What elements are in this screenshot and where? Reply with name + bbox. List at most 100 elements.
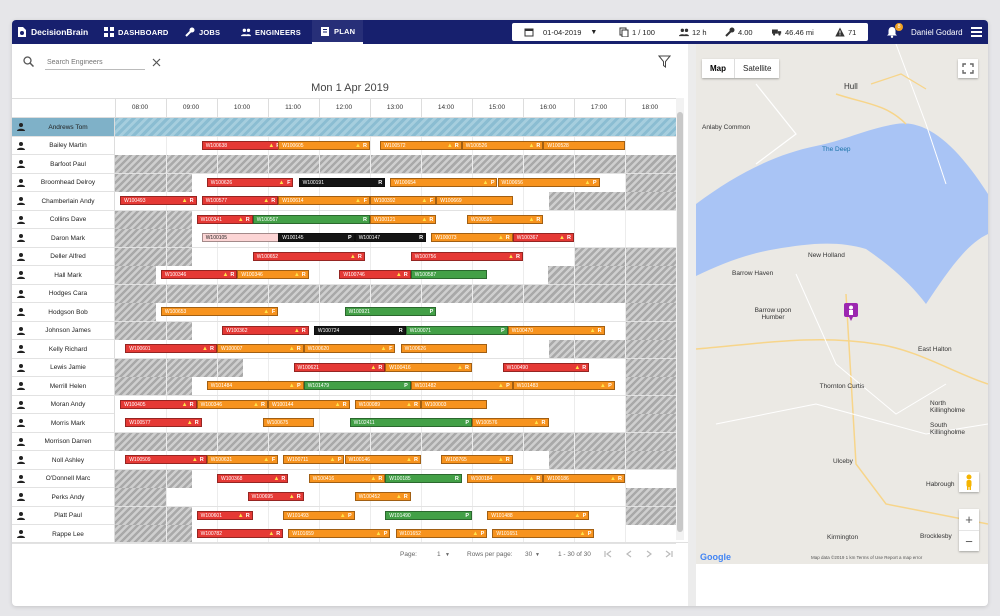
job-bar[interactable]: W100490 ▲ R — [502, 362, 590, 372]
job-bar[interactable]: W100638▲R — [201, 140, 284, 150]
job-bar[interactable]: W101479 P — [303, 381, 411, 390]
engineer-row[interactable]: Perks Andy W100695 ▲ R W100452 ▲ R — [12, 488, 676, 507]
job-bar[interactable]: W101651 ▲ P — [492, 529, 595, 538]
job-bar[interactable]: W100921 P — [344, 307, 437, 316]
engineer-timeline[interactable]: W100493 ▲ R W100577 ▲ R W100614 ▲ F W100392 ▲ F W100… — [115, 192, 676, 210]
job-bar[interactable]: W101493 ▲ P — [283, 510, 355, 520]
engineer-timeline[interactable]: W100621 ▲ R W100416 ▲ R W100490 ▲ R — [115, 358, 676, 377]
map-panel[interactable]: Hull The Deep Anlaby Common New Holland … — [696, 44, 988, 564]
job-bar[interactable]: W100003 — [421, 399, 488, 409]
engineer-row[interactable]: Kelly Richard W100601 ▲ R W100007 ▲ R W100620 ▲ F… — [12, 340, 676, 359]
job-bar[interactable]: W100587 — [410, 270, 488, 279]
filter-icon[interactable] — [658, 55, 671, 68]
close-icon[interactable] — [152, 58, 161, 67]
job-bar[interactable]: W100572 ▲ R — [380, 140, 462, 150]
page-select[interactable]: 1 — [437, 551, 441, 558]
search-input[interactable] — [45, 56, 145, 70]
engineer-row[interactable]: Andrews Tom — [12, 118, 676, 137]
job-bar[interactable]: W101652 ▲ P — [395, 529, 488, 538]
engineer-timeline[interactable]: W100346 ▲ R W100346 ▲ R W100746 ▲ R W100587 — [115, 266, 676, 284]
job-bar[interactable]: W100145 P — [278, 233, 355, 242]
engineer-timeline[interactable]: W100653 ▲ F W100921 P — [115, 303, 676, 321]
engineer-timeline[interactable]: W100652 ▲ R W100756 ▲ R — [115, 247, 676, 266]
engineer-row[interactable]: Hall Mark W100346 ▲ R W100346 ▲ R W100746 ▲ R W100… — [12, 266, 676, 285]
job-bar[interactable]: W100577 ▲ R — [125, 418, 202, 427]
job-bar[interactable]: W100756 ▲ R — [410, 251, 523, 261]
job-bar[interactable]: W100368 ▲ R — [217, 473, 289, 483]
engineer-name[interactable]: Platt Paul — [12, 506, 115, 525]
engineer-row[interactable]: Moran Andy W100405 ▲ R W100346 ▲ R W100144 ▲ R W10… — [12, 395, 676, 414]
job-bar[interactable]: W100695 ▲ R — [247, 492, 304, 501]
user-menu[interactable]: Daniel Godard — [911, 20, 963, 44]
engineer-timeline[interactable] — [115, 155, 676, 173]
engineer-name[interactable]: Morrison Darren — [12, 432, 115, 451]
rows-per-page-select[interactable]: 30 — [525, 551, 533, 558]
engineer-name[interactable]: Barfoot Paul — [12, 155, 115, 173]
job-bar[interactable]: W100605 ▲ R — [278, 140, 370, 150]
job-bar[interactable]: W100626 ▲ F — [206, 177, 294, 187]
engineer-name[interactable]: O'Donnell Marc — [12, 469, 115, 488]
engineer-timeline[interactable]: W100782 ▲ R W101659 ▲ P W101652 ▲ P W101651 ▲ P — [115, 525, 676, 543]
engineer-name[interactable]: Broomhead Delroy — [12, 173, 115, 192]
engineer-timeline[interactable]: W100626 ▲ F W100191 R W100654 ▲ P W100656 ▲ P — [115, 173, 676, 192]
street-view-pegman[interactable] — [959, 472, 979, 492]
job-bar[interactable]: W100765 ▲ R — [441, 455, 513, 464]
scrollbar-thumb[interactable] — [677, 112, 683, 532]
job-bar[interactable]: W100089 ▲ R — [354, 399, 421, 409]
job-bar[interactable]: W100073 ▲ R — [431, 233, 513, 242]
job-bar[interactable]: W100186 ▲ R — [543, 473, 625, 483]
engineer-row[interactable]: Hodges Cara — [12, 284, 676, 303]
job-bar[interactable]: W100528 — [543, 140, 625, 150]
job-bar[interactable]: W100746 ▲ R — [339, 270, 411, 279]
zoom-out-button[interactable]: − — [959, 530, 979, 551]
job-bar[interactable]: W100121 ▲ R — [370, 214, 437, 224]
engineer-row[interactable]: Noll Ashley W100509 ▲ R W100631 ▲ F W100711 ▲ P W1… — [12, 451, 676, 470]
engineer-timeline[interactable]: W100638▲RW100605▲RW100572▲RW100526▲RW100… — [115, 136, 676, 155]
engineer-timeline[interactable]: W100601 ▲ R W101493 ▲ P W101490 P W101488 ▲ P — [115, 506, 676, 525]
engineer-timeline[interactable]: W100405 ▲ R W100346 ▲ R W100144 ▲ R W100089 ▲ R W100… — [115, 395, 676, 414]
job-bar[interactable]: W100146 ▲ R — [344, 455, 421, 464]
nav-plan[interactable]: PLAN — [312, 20, 364, 44]
job-bar[interactable]: W100626 — [400, 344, 488, 353]
job-bar[interactable]: W100362 ▲ R — [222, 325, 309, 335]
engineer-timeline[interactable]: W101484 ▲ P W101479 P W101482 ▲ P W101483 ▲ P — [115, 377, 676, 395]
engineer-row[interactable]: Morrison Darren — [12, 432, 676, 451]
first-page-icon[interactable] — [603, 549, 613, 559]
engineer-name[interactable]: Chamberlain Andy — [12, 192, 115, 210]
job-bar[interactable]: W100346 ▲ R — [237, 270, 309, 279]
engineer-timeline[interactable]: W100695 ▲ R W100452 ▲ R — [115, 488, 676, 506]
job-bar[interactable]: W100007 ▲ R — [217, 344, 304, 353]
job-bar[interactable]: W100144 ▲ R — [268, 399, 350, 409]
job-bar[interactable]: W100711 ▲ P — [283, 455, 345, 464]
engineer-row[interactable]: Collins Dave W100341 ▲ R W100567 R W100121 ▲ R W1… — [12, 210, 676, 229]
engineer-row[interactable]: Lewis Jamie W100621 ▲ R W100416 ▲ R W100490 ▲ R — [12, 358, 676, 377]
engineer-row[interactable]: O'Donnell Marc W100368 ▲ R W100416 ▲ R W100185 R… — [12, 469, 676, 488]
zoom-in-button[interactable]: + — [965, 512, 973, 527]
job-bar[interactable]: W100567 R — [252, 214, 370, 224]
job-bar[interactable]: W101482 ▲ P — [410, 381, 513, 390]
engineer-name[interactable]: Deller Alfred — [12, 247, 115, 266]
engineer-pin-icon[interactable] — [844, 303, 858, 321]
engineer-name[interactable]: Merrill Helen — [12, 377, 115, 395]
job-bar[interactable]: W100782 ▲ R — [196, 529, 284, 538]
job-bar[interactable]: W100601 ▲ R — [196, 510, 253, 520]
engineer-row[interactable]: Bailey MartinW100638▲RW100605▲RW100572▲R… — [12, 136, 676, 155]
job-bar[interactable]: W100652 ▲ R — [252, 251, 365, 261]
engineer-timeline[interactable]: W100362 ▲ R W100724 R W100071 P W100470 ▲ R — [115, 321, 676, 340]
job-bar[interactable]: W100185 R — [385, 473, 462, 483]
job-bar[interactable]: W100452 ▲ R — [354, 492, 411, 501]
job-bar[interactable]: W100470 ▲ R — [507, 325, 605, 335]
engineer-name[interactable]: Johnson James — [12, 321, 115, 340]
engineer-name[interactable]: Morris Mark — [12, 414, 115, 432]
engineer-name[interactable]: Hodges Cara — [12, 284, 115, 303]
fullscreen-button[interactable] — [958, 59, 978, 78]
engineer-name[interactable]: Rappe Lee — [12, 525, 115, 543]
engineer-name[interactable]: Andrews Tom — [12, 118, 115, 136]
engineer-row[interactable]: Broomhead Delroy W100626 ▲ F W100191 R W100654… — [12, 173, 676, 192]
engineer-name[interactable]: Noll Ashley — [12, 451, 115, 469]
job-bar[interactable]: W100653 ▲ F — [160, 307, 279, 316]
chevron-down-icon[interactable]: ▼ — [445, 552, 450, 558]
prev-page-icon[interactable] — [624, 549, 634, 559]
nav-jobs[interactable]: JOBS — [185, 20, 220, 44]
engineer-row[interactable]: Barfoot Paul — [12, 155, 676, 174]
